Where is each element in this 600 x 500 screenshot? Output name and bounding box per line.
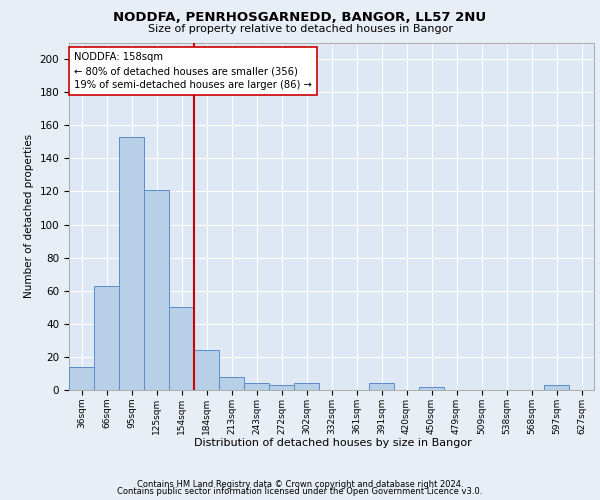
Bar: [219, 377, 244, 390]
Bar: [244, 384, 269, 390]
Text: NODDFA: 158sqm
← 80% of detached houses are smaller (356)
19% of semi-detached h: NODDFA: 158sqm ← 80% of detached houses …: [74, 52, 312, 90]
Text: Distribution of detached houses by size in Bangor: Distribution of detached houses by size …: [194, 438, 472, 448]
Text: Contains HM Land Registry data © Crown copyright and database right 2024.: Contains HM Land Registry data © Crown c…: [137, 480, 463, 489]
Bar: [144, 190, 169, 390]
Bar: [194, 350, 219, 390]
Bar: [369, 384, 394, 390]
Bar: [94, 286, 119, 390]
Y-axis label: Number of detached properties: Number of detached properties: [24, 134, 34, 298]
Bar: [269, 385, 294, 390]
Bar: [69, 367, 94, 390]
Text: NODDFA, PENRHOSGARNEDD, BANGOR, LL57 2NU: NODDFA, PENRHOSGARNEDD, BANGOR, LL57 2NU: [113, 11, 487, 24]
Text: Size of property relative to detached houses in Bangor: Size of property relative to detached ho…: [148, 24, 452, 34]
Bar: [419, 386, 444, 390]
Bar: [294, 384, 319, 390]
Bar: [119, 137, 144, 390]
Text: Contains public sector information licensed under the Open Government Licence v3: Contains public sector information licen…: [118, 487, 482, 496]
Bar: [544, 385, 569, 390]
Bar: [169, 308, 194, 390]
